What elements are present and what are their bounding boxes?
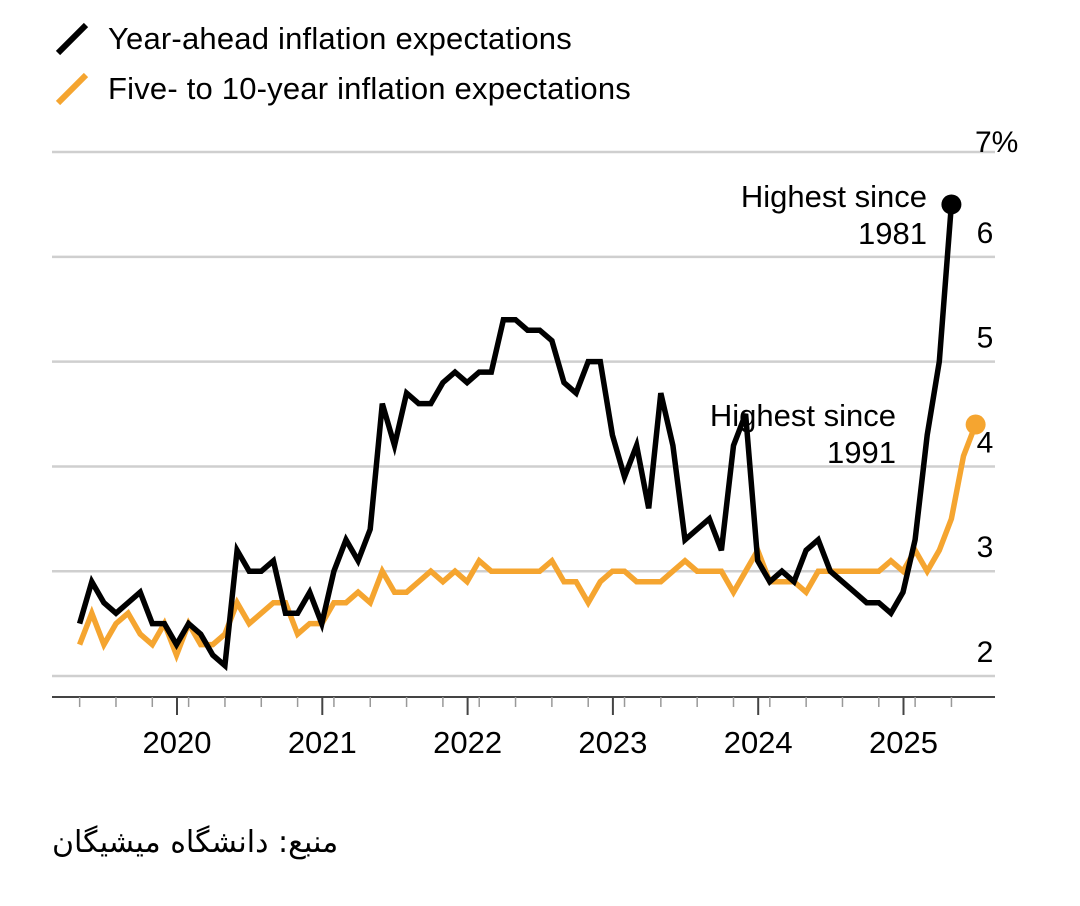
legend-item-five-to-ten-year: Five- to 10-year inflation expectations: [52, 64, 631, 114]
y-tick-label-2: 2: [977, 636, 994, 669]
legend-item-year-ahead: Year-ahead inflation expectations: [52, 14, 631, 64]
y-tick-label-6: 6: [977, 217, 994, 250]
x-tick-label-2020: 2020: [143, 725, 212, 760]
y-tick-label-4: 4: [977, 426, 994, 459]
series-line-year-ahead: [76, 204, 955, 672]
y-tick-label-7: 7%: [975, 126, 1018, 159]
x-tick-label-2021: 2021: [288, 725, 357, 760]
annotation-line: Highest since: [710, 398, 896, 433]
annotation-line: 1991: [827, 435, 896, 470]
x-tick-label-2025: 2025: [869, 725, 938, 760]
legend-swatch-black-slash-icon: [55, 22, 89, 56]
y-axis: 2 3 4 5 6 7%: [975, 126, 1018, 669]
end-marker-five-to-ten-year: [965, 414, 986, 435]
x-tick-label-2023: 2023: [578, 725, 647, 760]
y-tick-label-5: 5: [977, 322, 994, 355]
chart-legend: Year-ahead inflation expectations Five- …: [52, 14, 631, 114]
end-marker-year-ahead: [941, 194, 962, 215]
annotation-line: Highest since: [741, 179, 927, 214]
annotation-1981: Highest since 1981: [741, 179, 927, 251]
legend-label-five-to-ten-year: Five- to 10-year inflation expectations: [108, 71, 632, 106]
series-lines: [76, 194, 986, 672]
y-tick-label-3: 3: [977, 531, 994, 564]
source-note: منبع: دانشگاه میشیگان: [52, 825, 339, 860]
annotation-line: 1981: [858, 216, 927, 251]
legend-swatch-orange-slash-icon: [55, 72, 89, 106]
x-tick-label-2022: 2022: [433, 725, 502, 760]
x-axis: 2020 2021 2022 2023 2024 2025: [52, 696, 995, 760]
annotation-1991: Highest since 1991: [710, 398, 896, 470]
x-tick-label-2024: 2024: [724, 725, 793, 760]
legend-label-year-ahead: Year-ahead inflation expectations: [108, 21, 572, 56]
